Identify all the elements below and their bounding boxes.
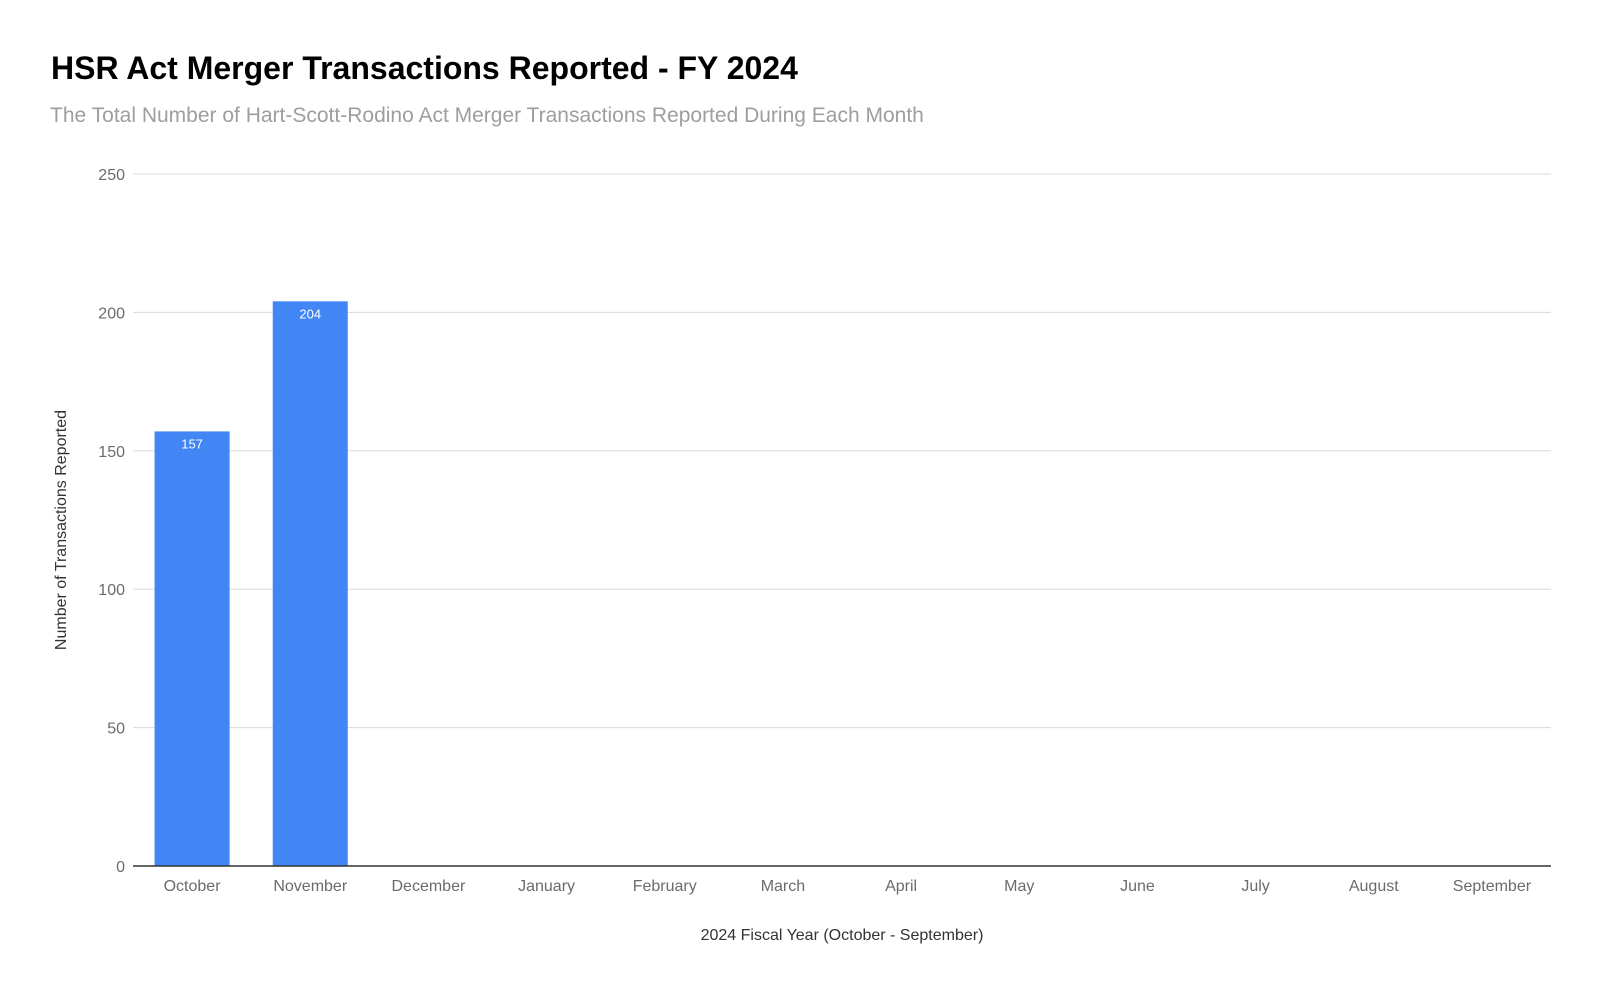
x-tick-label: January [518,878,575,895]
x-tick-label: March [761,878,805,895]
x-tick-label: April [885,878,917,895]
bar [272,301,348,866]
chart-title: HSR Act Merger Transactions Reported - F… [51,50,798,86]
y-axis-title: Number of Transactions Reported [53,410,70,650]
x-tick-label: February [633,878,697,895]
y-tick-label: 250 [98,167,125,184]
gridlines [133,173,1551,729]
y-tick-label: 100 [98,582,125,599]
x-axis-ticks: October November December January February Ma… [164,878,1532,895]
y-tick-label: 200 [98,305,125,322]
y-axis-ticks: 0 50 100 150 200 250 [98,167,125,876]
x-tick-label: August [1349,878,1399,895]
bar-data-label: 204 [299,306,321,321]
x-axis-title: 2024 Fiscal Year (October - September) [701,927,984,944]
x-tick-label: June [1120,878,1155,895]
chart-subtitle: The Total Number of Hart-Scott-Rodino Ac… [50,104,924,127]
bar-data-label: 157 [181,436,203,451]
y-tick-label: 0 [116,859,125,876]
x-tick-label: September [1453,878,1532,895]
x-tick-label: December [392,878,466,895]
x-tick-label: July [1241,878,1269,895]
y-tick-label: 50 [107,721,125,738]
x-tick-label: May [1004,878,1034,895]
bar [154,431,230,866]
x-tick-label: October [164,878,222,895]
x-tick-label: November [273,878,347,895]
y-tick-label: 150 [98,444,125,461]
bars: 157 204 [154,301,348,866]
